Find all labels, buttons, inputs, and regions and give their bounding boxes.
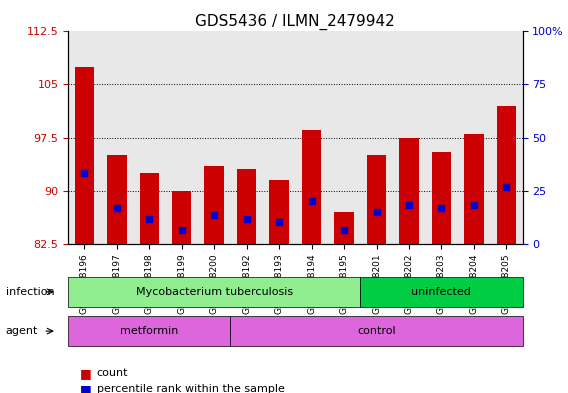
Bar (432, 152, 451, 244)
Bar (204, 166, 224, 244)
Text: count: count (97, 368, 128, 378)
Bar (269, 180, 289, 244)
Bar (237, 169, 256, 244)
Bar (464, 134, 483, 244)
Text: Mycobacterium tuberculosis: Mycobacterium tuberculosis (136, 287, 293, 297)
Bar (496, 106, 516, 244)
Bar (367, 155, 386, 244)
Text: metformin: metformin (120, 326, 178, 336)
Bar (74, 67, 94, 244)
Bar (399, 138, 419, 244)
Bar (335, 212, 354, 244)
Text: control: control (357, 326, 396, 336)
Bar (172, 191, 191, 244)
Bar (140, 173, 159, 244)
Text: uninfected: uninfected (411, 287, 471, 297)
Text: ■: ■ (80, 367, 91, 380)
Text: agent: agent (6, 326, 38, 336)
Text: percentile rank within the sample: percentile rank within the sample (97, 384, 285, 393)
Text: infection: infection (6, 287, 55, 297)
Text: ■: ■ (80, 382, 91, 393)
Title: GDS5436 / ILMN_2479942: GDS5436 / ILMN_2479942 (195, 14, 395, 30)
Bar (302, 130, 321, 244)
Bar (107, 155, 127, 244)
